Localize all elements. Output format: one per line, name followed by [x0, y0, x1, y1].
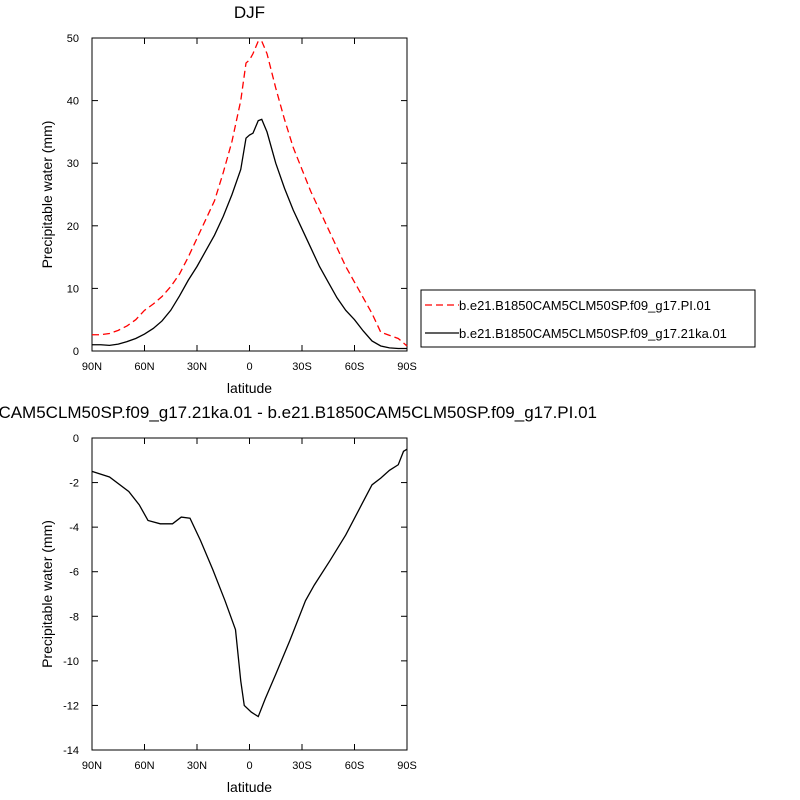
y-tick-label: 10: [67, 283, 79, 295]
y-axis-label: Precipitable water (mm): [39, 520, 55, 668]
x-tick-label: 90S: [397, 361, 417, 373]
y-tick-label: 50: [67, 33, 79, 45]
x-tick-label: 90S: [397, 760, 417, 772]
data-line: [92, 118, 407, 350]
y-tick-label: -6: [69, 567, 79, 579]
y-tick-label: -4: [69, 522, 79, 534]
y-tick-label: 20: [67, 221, 79, 233]
y-tick-label: 0: [73, 433, 79, 445]
x-tick-label: 30N: [187, 760, 207, 772]
x-tick-label: 60N: [134, 361, 154, 373]
y-tick-label: -12: [63, 700, 79, 712]
x-tick-label: 90N: [82, 361, 102, 373]
data-line: [91, 448, 408, 718]
data-line: [92, 40, 408, 347]
x-tick-label: 60S: [345, 760, 365, 772]
plot-frame: [91, 437, 408, 751]
y-axis-label: Precipitable water (mm): [39, 121, 55, 269]
x-tick-label: 60N: [134, 760, 154, 772]
y-tick-label: -14: [63, 745, 79, 757]
legend-label: b.e21.B1850CAM5CLM50SP.f09_g17.PI.01: [459, 298, 711, 313]
x-tick-label: 30N: [187, 361, 207, 373]
y-tick-label: -2: [69, 478, 79, 490]
x-tick-label: 30S: [292, 760, 312, 772]
x-axis-label: latitude: [227, 779, 272, 795]
plot-frame: [91, 37, 408, 352]
y-tick-label: 40: [67, 96, 79, 108]
x-tick-label: 90N: [82, 760, 102, 772]
chart-title: b.e21.B1850CAM5CLM50SP.f09_g17.21ka.01 -…: [0, 403, 597, 422]
y-tick-label: 0: [73, 346, 79, 358]
legend-label: b.e21.B1850CAM5CLM50SP.f09_g17.21ka.01: [459, 326, 727, 341]
x-tick-label: 0: [246, 361, 252, 373]
x-tick-label: 60S: [345, 361, 365, 373]
y-tick-label: -10: [63, 656, 79, 668]
legend-box: [420, 289, 756, 348]
y-tick-label: 30: [67, 158, 79, 170]
x-tick-label: 30S: [292, 361, 312, 373]
x-axis-label: latitude: [227, 380, 272, 396]
y-tick-label: -8: [69, 611, 79, 623]
x-tick-label: 0: [246, 760, 252, 772]
chart-title: DJF: [234, 3, 265, 22]
